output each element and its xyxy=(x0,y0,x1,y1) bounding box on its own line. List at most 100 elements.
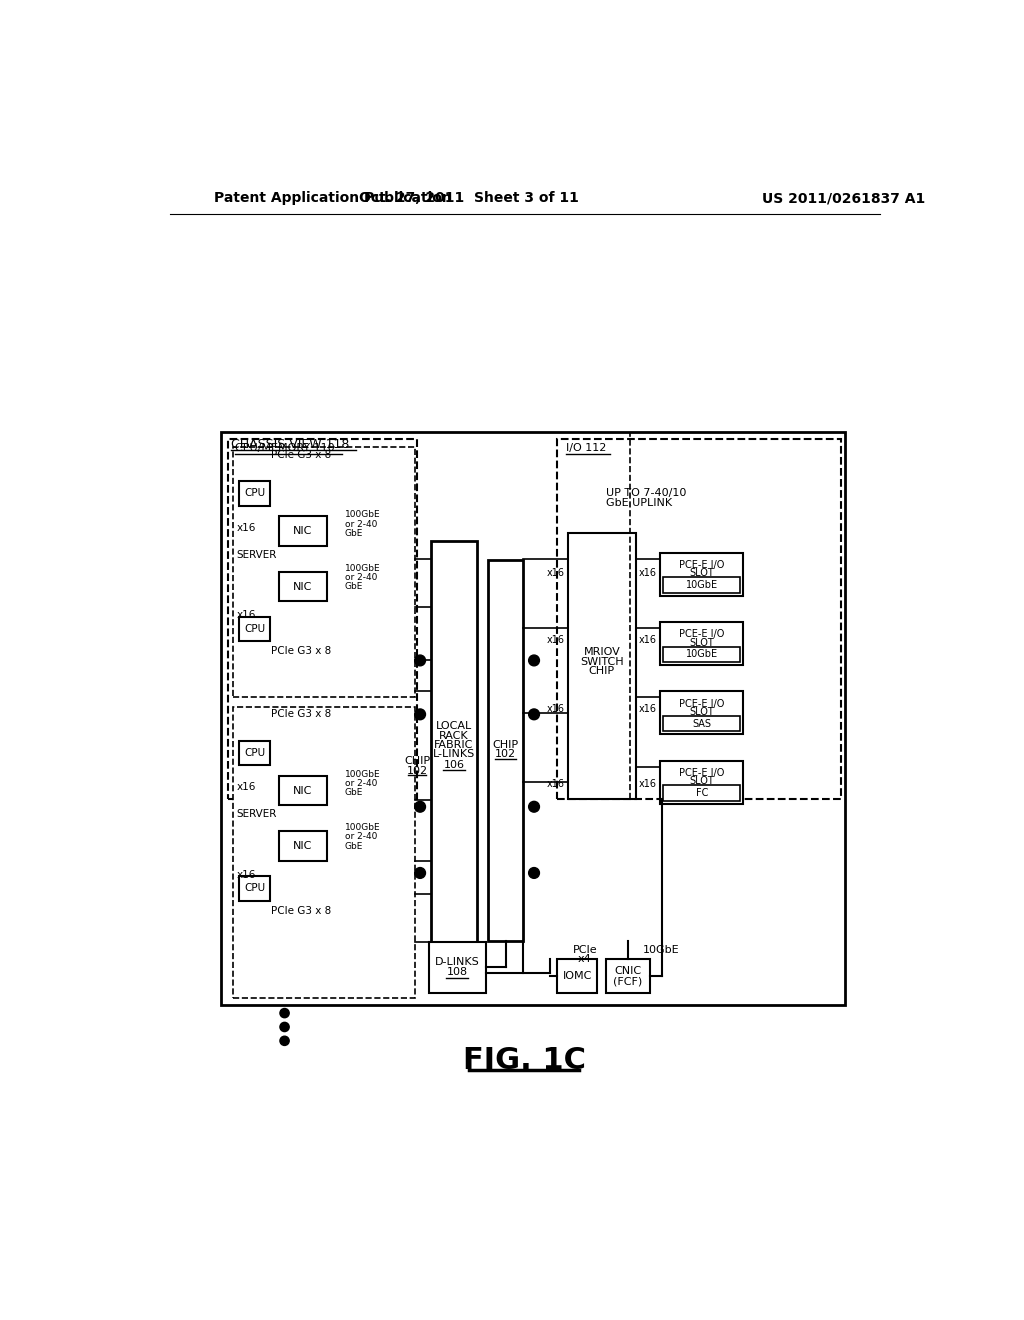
Bar xyxy=(221,432,845,1006)
Text: 102: 102 xyxy=(407,766,428,776)
Text: CHIP: CHIP xyxy=(589,665,614,676)
Text: NIC: NIC xyxy=(293,582,312,591)
Bar xyxy=(431,541,477,961)
Bar xyxy=(487,560,523,941)
Bar xyxy=(557,960,597,993)
Circle shape xyxy=(415,867,425,878)
Text: 100GbE: 100GbE xyxy=(345,511,380,519)
Text: CHIP: CHIP xyxy=(493,739,518,750)
Text: x16: x16 xyxy=(639,569,657,578)
Text: PCE-E I/O: PCE-E I/O xyxy=(679,630,725,639)
Bar xyxy=(280,776,327,805)
Bar xyxy=(280,516,327,545)
Text: PCIe G3 x 8: PCIe G3 x 8 xyxy=(271,906,332,916)
Text: SLOT: SLOT xyxy=(689,569,715,578)
Text: 100GbE: 100GbE xyxy=(345,770,380,779)
Text: CPU/MEMORY 110: CPU/MEMORY 110 xyxy=(234,444,334,453)
Text: 100GbE: 100GbE xyxy=(345,824,380,832)
Bar xyxy=(240,616,270,642)
Text: Oct. 27, 2011  Sheet 3 of 11: Oct. 27, 2011 Sheet 3 of 11 xyxy=(359,191,580,206)
Text: x16: x16 xyxy=(238,870,257,879)
Text: FC: FC xyxy=(695,788,708,797)
Text: NIC: NIC xyxy=(293,841,312,851)
Bar xyxy=(280,832,327,861)
Text: GbE: GbE xyxy=(345,582,362,591)
Text: MRIOV: MRIOV xyxy=(584,647,621,657)
Text: 102: 102 xyxy=(495,748,516,759)
Circle shape xyxy=(415,655,425,665)
Text: NIC: NIC xyxy=(293,785,312,796)
Text: RACK: RACK xyxy=(439,730,469,741)
Text: GbE: GbE xyxy=(345,842,362,850)
Text: CPU: CPU xyxy=(244,883,265,894)
Bar xyxy=(660,692,743,734)
Text: FIG. 1C: FIG. 1C xyxy=(463,1047,587,1076)
Bar xyxy=(240,876,270,900)
Text: x16: x16 xyxy=(639,779,657,788)
Text: PCIe: PCIe xyxy=(572,945,597,954)
Text: CNIC: CNIC xyxy=(614,966,642,975)
Text: or 2-40: or 2-40 xyxy=(345,573,377,582)
Text: SERVER: SERVER xyxy=(237,550,278,560)
Circle shape xyxy=(528,709,540,719)
Text: SERVER: SERVER xyxy=(237,809,278,820)
Text: LOCAL: LOCAL xyxy=(436,721,472,731)
Text: D-LINKS: D-LINKS xyxy=(434,957,479,966)
Text: 10GbE: 10GbE xyxy=(643,945,679,954)
Text: (FCF): (FCF) xyxy=(613,977,643,986)
Text: SLOT: SLOT xyxy=(689,776,715,787)
Circle shape xyxy=(528,801,540,812)
Bar xyxy=(280,572,327,601)
Text: I/O 112: I/O 112 xyxy=(566,444,607,453)
Bar xyxy=(664,577,740,593)
Bar xyxy=(228,438,417,799)
Text: PCIe G3 x 8: PCIe G3 x 8 xyxy=(271,709,332,719)
Text: 10GbE: 10GbE xyxy=(686,649,718,659)
Circle shape xyxy=(528,867,540,878)
Text: x16: x16 xyxy=(238,610,257,620)
Text: PCIe G3 x 8: PCIe G3 x 8 xyxy=(271,450,332,459)
Bar xyxy=(664,647,740,663)
Text: x16: x16 xyxy=(238,783,257,792)
Text: SLOT: SLOT xyxy=(689,638,715,648)
Text: or 2-40: or 2-40 xyxy=(345,779,377,788)
Text: GbE: GbE xyxy=(345,788,362,797)
Text: NIC: NIC xyxy=(293,527,312,536)
Text: CPU: CPU xyxy=(244,624,265,634)
Circle shape xyxy=(280,1008,289,1018)
Text: PCE-E I/O: PCE-E I/O xyxy=(679,560,725,570)
Text: or 2-40: or 2-40 xyxy=(345,520,377,528)
Bar xyxy=(660,760,743,804)
Text: x16: x16 xyxy=(547,635,564,644)
Text: CHASSIS VIEW 118: CHASSIS VIEW 118 xyxy=(230,437,349,450)
Text: GbE UPLINK: GbE UPLINK xyxy=(606,498,673,508)
Text: 108: 108 xyxy=(446,966,468,977)
Bar xyxy=(429,942,485,993)
Circle shape xyxy=(280,1036,289,1045)
Bar xyxy=(557,438,841,799)
Text: FABRIC: FABRIC xyxy=(434,739,474,750)
Text: SLOT: SLOT xyxy=(689,708,715,717)
Text: IOMC: IOMC xyxy=(562,972,592,981)
Text: GbE: GbE xyxy=(345,529,362,537)
Text: PCE-E I/O: PCE-E I/O xyxy=(679,768,725,777)
Bar xyxy=(664,785,740,800)
Text: SAS: SAS xyxy=(692,718,712,729)
Text: SWITCH: SWITCH xyxy=(580,656,624,667)
Text: PCE-E I/O: PCE-E I/O xyxy=(679,698,725,709)
Text: x16: x16 xyxy=(639,704,657,714)
Text: 106: 106 xyxy=(443,760,465,770)
Text: UP TO 7-40/10: UP TO 7-40/10 xyxy=(606,487,687,498)
Circle shape xyxy=(528,655,540,665)
Text: 100GbE: 100GbE xyxy=(345,564,380,573)
Text: CPU: CPU xyxy=(244,488,265,499)
Text: x16: x16 xyxy=(547,779,564,788)
Text: or 2-40: or 2-40 xyxy=(345,833,377,841)
Text: x16: x16 xyxy=(639,635,657,644)
Text: x4: x4 xyxy=(578,954,592,964)
Circle shape xyxy=(415,709,425,719)
Bar xyxy=(660,553,743,595)
Text: Patent Application Publication: Patent Application Publication xyxy=(214,191,452,206)
Text: PCIe G3 x 8: PCIe G3 x 8 xyxy=(271,647,332,656)
Text: L-LINKS: L-LINKS xyxy=(433,748,475,759)
